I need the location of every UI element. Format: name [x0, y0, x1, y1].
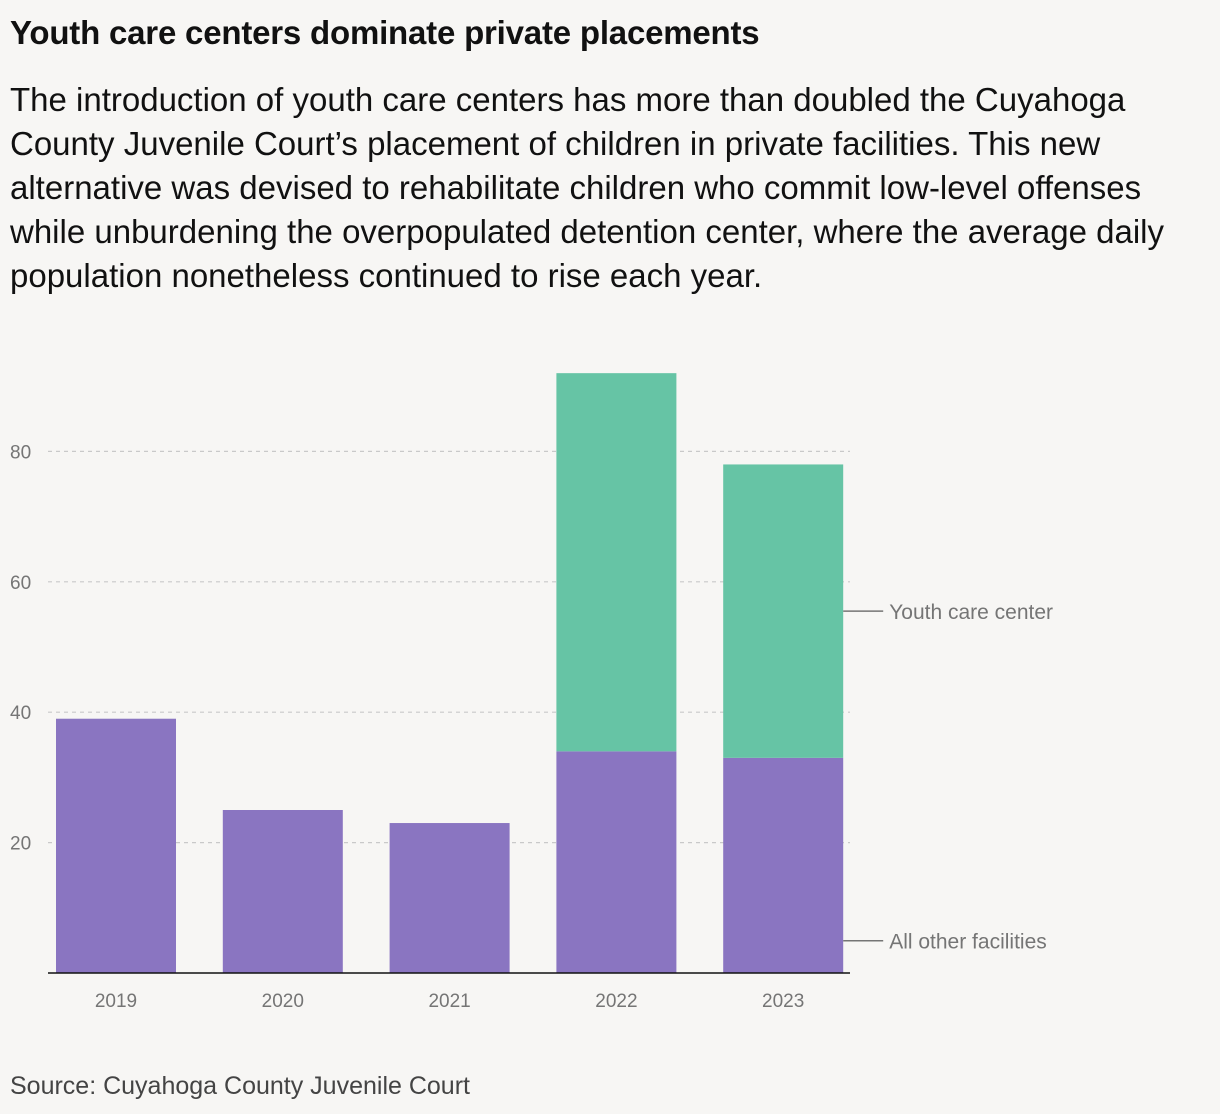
stacked-bar-chart: 20 40 60 80 2019 2020 2021 2022 2023 All other f… [10, 373, 1053, 1012]
y-tick-label: 80 [10, 442, 31, 463]
bar-2022-series-0 [556, 751, 677, 973]
y-tick-label: 60 [10, 573, 31, 594]
y-tick-label: 20 [10, 834, 31, 855]
chart-subtitle: The introduction of youth care centers h… [10, 81, 1164, 294]
axes: 20 40 60 80 2019 2020 2021 2022 2023 [10, 442, 850, 1012]
x-tick-label: 2021 [428, 991, 470, 1012]
legend-label: All other facilities [889, 931, 1047, 954]
x-tick-label: 2022 [595, 991, 637, 1012]
x-tick-label: 2020 [262, 991, 304, 1012]
bar-2021-series-0 [389, 823, 510, 973]
y-tick-label: 40 [10, 703, 31, 724]
bar-2020-series-0 [222, 810, 343, 973]
bar-2022-series-1 [556, 373, 677, 752]
bar-2023-series-1 [723, 464, 844, 758]
x-tick-label: 2019 [95, 991, 137, 1012]
legend: All other facilities Youth care center [843, 601, 1053, 954]
chart-title: Youth care centers dominate private plac… [10, 14, 760, 51]
bar-2023-series-0 [723, 757, 844, 973]
source-note: Source: Cuyahoga County Juvenile Court [10, 1072, 470, 1100]
bar-2019-series-0 [56, 718, 176, 973]
bars [56, 373, 844, 973]
legend-label: Youth care center [889, 601, 1053, 624]
x-tick-label: 2023 [762, 991, 804, 1012]
